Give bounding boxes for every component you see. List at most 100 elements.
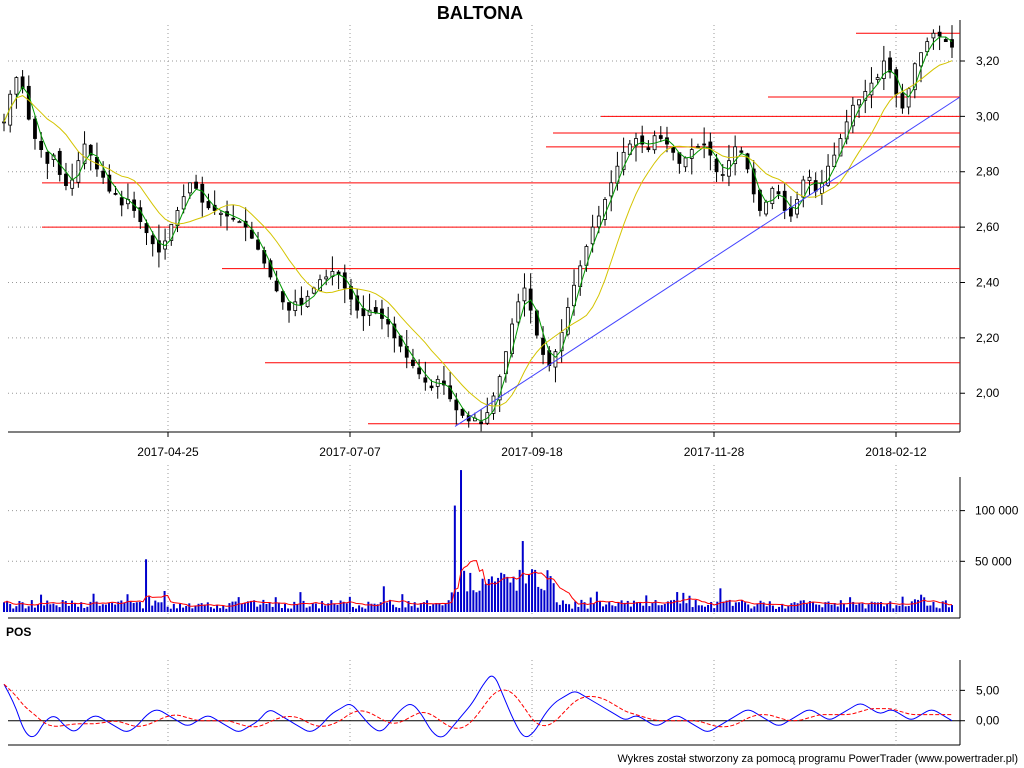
volume-bar <box>910 601 913 612</box>
volume-moving-average <box>3 560 953 607</box>
volume-bar <box>231 601 234 612</box>
volume-bar <box>293 601 296 612</box>
volume-bar <box>577 606 580 612</box>
volume-bar <box>327 603 330 612</box>
volume-bar <box>271 606 274 612</box>
volume-bar <box>478 590 481 612</box>
volume-bar <box>867 604 870 612</box>
candle-body <box>510 323 514 354</box>
volume-bar <box>648 606 651 612</box>
volume-bar <box>583 602 586 612</box>
volume-bar <box>86 606 89 612</box>
volume-bar <box>342 601 345 612</box>
candle-body <box>299 297 304 306</box>
volume-bar <box>790 603 793 612</box>
volume-bar <box>302 600 305 612</box>
volume-bar <box>938 608 941 612</box>
price-x-axis: 2017-04-25 2017-07-07 2017-09-18 2017-11-28… <box>137 432 927 459</box>
volume-bar <box>426 600 429 612</box>
volume-bar <box>268 602 271 612</box>
candle-body <box>113 193 118 195</box>
volume-bar <box>351 606 354 612</box>
volume-bar <box>370 603 373 612</box>
volume-bar <box>611 605 614 612</box>
price-x-tick-label: 2018-02-12 <box>865 445 927 459</box>
candle-body <box>442 380 446 386</box>
candle-body <box>782 190 787 211</box>
volume-bar <box>191 608 194 612</box>
candle-body <box>82 143 87 164</box>
candle-body <box>640 135 645 145</box>
volume-bar <box>243 602 246 612</box>
volume-bar <box>410 606 413 612</box>
volume-bar <box>407 601 410 612</box>
chart-title: BALTONA <box>437 3 523 23</box>
volume-bar <box>605 604 608 612</box>
volume-bar <box>737 602 740 612</box>
volume-bar <box>731 605 734 612</box>
volume-bar <box>290 608 293 612</box>
volume-bar <box>531 569 534 612</box>
candle-body <box>274 280 279 292</box>
volume-bar <box>58 607 61 612</box>
pos-grid <box>8 660 961 746</box>
volume-bar <box>104 604 107 612</box>
price-x-tick-label: 2017-04-25 <box>137 445 199 459</box>
volume-bar <box>855 604 858 612</box>
volume-bar <box>216 605 219 612</box>
volume-bar <box>80 602 83 612</box>
volume-bar <box>117 601 120 612</box>
volume-bar <box>157 602 160 612</box>
candle-body <box>367 309 372 316</box>
volume-bar <box>632 600 635 612</box>
volume-bar <box>3 602 5 612</box>
candle-body <box>64 173 68 186</box>
candle-body <box>925 41 930 53</box>
volume-bar <box>277 602 280 612</box>
volume-bar <box>926 605 929 612</box>
volume-bar <box>864 608 867 612</box>
volume-bar <box>524 583 527 612</box>
volume-bar <box>212 608 215 612</box>
volume-bar <box>623 602 626 612</box>
volume-bar <box>36 604 39 612</box>
volume-bar <box>688 595 691 612</box>
volume-bar <box>691 607 694 612</box>
volume-bar <box>305 607 308 612</box>
volume-bar <box>77 606 80 612</box>
volume-bar <box>920 594 923 612</box>
volume-bar <box>537 586 540 612</box>
footer-credit: Wykres został stworzony za pomocą progra… <box>617 753 1018 765</box>
volume-y-axis: 50 000 100 000 <box>960 504 1019 568</box>
volume-bar <box>484 584 487 612</box>
volume-bar <box>348 596 351 612</box>
volume-bar <box>598 600 601 612</box>
candle-body <box>361 308 366 317</box>
volume-bar <box>15 606 18 612</box>
volume-bar <box>728 599 731 612</box>
candle-body <box>194 181 198 189</box>
volume-bar <box>83 607 86 612</box>
candle-body <box>596 215 601 228</box>
volume-bar <box>385 602 388 612</box>
volume-bar <box>734 602 737 612</box>
volume-bar <box>586 608 589 612</box>
candle-body <box>863 91 868 101</box>
volume-bar <box>663 604 666 612</box>
volume-bar <box>373 603 376 612</box>
candle-body <box>14 77 19 95</box>
volume-bar <box>27 606 30 612</box>
volume-bar <box>821 607 824 612</box>
volume-bar <box>311 603 314 612</box>
candle-body <box>33 118 37 139</box>
volume-bar <box>98 605 101 612</box>
volume-bar <box>886 603 889 612</box>
volume-bar <box>203 604 206 612</box>
candle-body <box>169 223 174 241</box>
volume-bar <box>639 602 642 612</box>
volume-bar <box>568 604 571 612</box>
candle-body <box>776 191 781 195</box>
volume-bar <box>497 577 500 612</box>
pos-y-tick-label: 0,00 <box>976 714 1000 728</box>
volume-bar <box>317 608 320 612</box>
